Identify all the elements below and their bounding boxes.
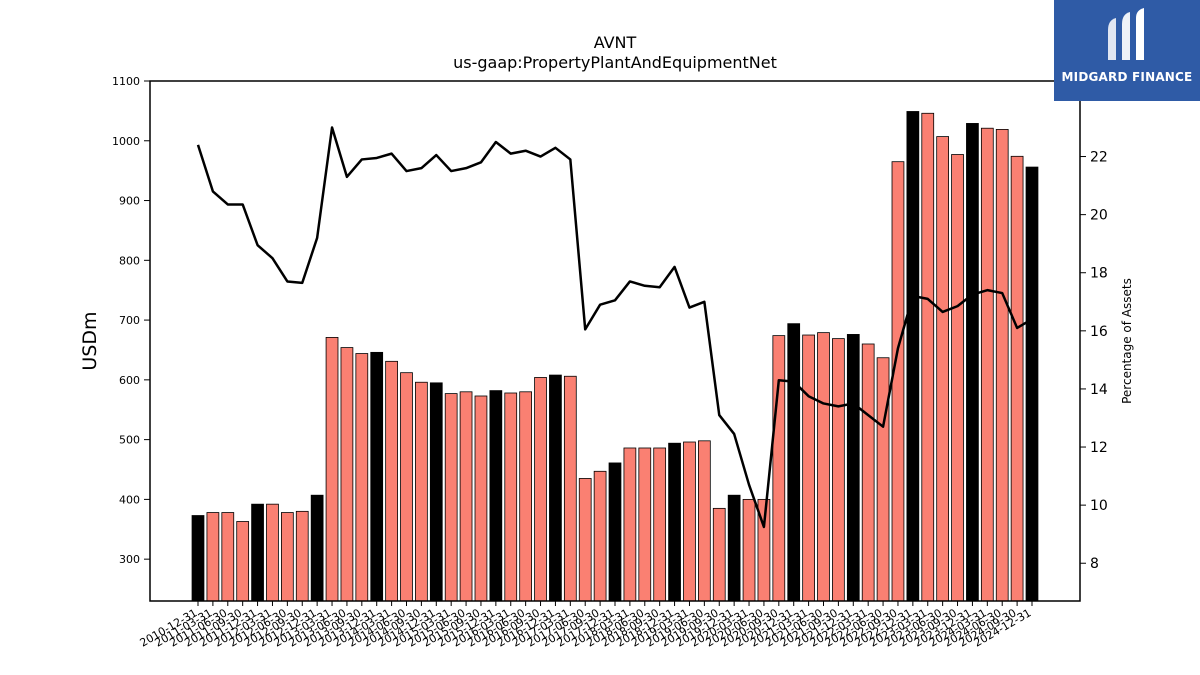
bar-2023-12-31: [966, 123, 979, 602]
bar-2013-09-30: [355, 353, 369, 602]
bar-2014-12-31: [429, 382, 443, 602]
bar-2019-03-31: [683, 441, 696, 602]
bar-2011-03-31: [206, 512, 220, 602]
bar-2018-12-31: [668, 442, 681, 602]
bar-2012-12-31: [310, 494, 324, 602]
y-tick-label: 800: [119, 254, 140, 267]
bar-2022-06-30: [876, 357, 890, 602]
y2-tick-label: 18: [1090, 266, 1108, 282]
bar-2022-12-31: [906, 111, 920, 602]
y2-tick-label: 12: [1090, 440, 1108, 456]
bar-2016-12-31: [549, 374, 562, 602]
y-tick-label: 400: [119, 493, 140, 506]
bar-2018-06-30: [638, 447, 652, 602]
bar-2024-06-30: [995, 129, 1009, 602]
bar-2017-03-31: [563, 375, 577, 602]
y-tick-label: 700: [119, 314, 140, 327]
bar-2016-09-30: [534, 377, 547, 602]
y2-tick-label: 22: [1090, 150, 1108, 166]
bar-2020-03-31: [742, 498, 756, 602]
bar-2020-12-31: [787, 323, 801, 602]
y-tick-label: 1000: [112, 135, 140, 148]
bar-2021-09-30: [832, 338, 845, 602]
bar-2023-03-31: [921, 112, 935, 602]
bar-2022-03-31: [861, 343, 875, 602]
chart-subtitle: us-gaap:PropertyPlantAndEquipmentNet: [453, 53, 777, 72]
y2-axis-label: Percentage of Assets: [1120, 278, 1134, 404]
bar-group: [191, 111, 1039, 602]
bar-2019-06-30: [698, 440, 711, 602]
bar-2021-12-31: [846, 334, 860, 602]
axes: 300 400 500 600 700 800 900 1000 1100 8 10 12 14 16 18…: [112, 75, 1108, 650]
bar-2011-09-30: [236, 521, 250, 602]
chart-title: AVNT: [594, 33, 637, 52]
bar-2013-12-31: [370, 351, 384, 602]
bar-2017-12-31: [608, 462, 622, 602]
bar-2021-03-31: [802, 334, 815, 602]
bar-2018-09-30: [653, 447, 667, 602]
bar-2022-09-30: [891, 161, 905, 602]
y-tick-label: 900: [119, 195, 140, 208]
bar-2011-06-30: [221, 512, 235, 602]
y2-tick-label: 8: [1090, 556, 1099, 572]
bar-2024-03-31: [980, 127, 994, 602]
bar-2012-03-31: [266, 503, 279, 602]
y-axis-label: USDm: [79, 311, 101, 370]
bar-2017-09-30: [593, 470, 607, 602]
bar-2014-06-30: [400, 372, 413, 602]
bar-2019-12-31: [727, 494, 741, 602]
bar-2015-12-31: [489, 390, 503, 602]
bar-2015-06-30: [459, 391, 473, 602]
bar-2012-06-30: [280, 512, 294, 602]
y2-tick-label: 14: [1090, 382, 1108, 398]
bar-2018-03-31: [623, 447, 637, 602]
bar-2024-09-30: [1010, 155, 1024, 602]
bar-2015-09-30: [474, 395, 488, 602]
y-tick-label: 1100: [112, 75, 140, 88]
bar-2015-03-31: [444, 393, 458, 602]
line-series: [196, 126, 1033, 529]
bar-2024-12-31: [1025, 166, 1039, 602]
bar-2017-06-30: [578, 478, 592, 602]
bar-2019-09-30: [712, 507, 726, 602]
bar-2014-09-30: [415, 381, 428, 602]
y2-tick-label: 20: [1090, 208, 1108, 224]
bar-2023-09-30: [951, 154, 964, 602]
y-tick-label: 500: [119, 434, 140, 447]
bar-2020-09-30: [772, 335, 786, 602]
brand-watermark: MIDGARD FINANCE: [1054, 0, 1200, 101]
brand-name: MIDGARD FINANCE: [1061, 70, 1193, 84]
bar-2012-09-30: [295, 510, 309, 602]
bar-2023-06-30: [936, 136, 950, 602]
y-tick-label: 600: [119, 374, 140, 387]
bar-2010-12-31: [191, 515, 205, 602]
bar-2016-06-30: [519, 391, 533, 602]
y2-tick-label: 16: [1090, 324, 1108, 340]
y2-tick-label: 10: [1090, 498, 1108, 514]
bar-2013-03-31: [325, 337, 339, 602]
y-tick-label: 300: [119, 553, 140, 566]
bar-2013-06-30: [340, 347, 354, 602]
brand-logo-icon: [1108, 8, 1144, 60]
bar-2021-06-30: [817, 332, 830, 602]
line-group: [196, 126, 1033, 529]
bar-2014-03-31: [385, 360, 398, 602]
bar-2011-12-31: [251, 503, 264, 602]
bar-2016-03-31: [504, 392, 518, 602]
